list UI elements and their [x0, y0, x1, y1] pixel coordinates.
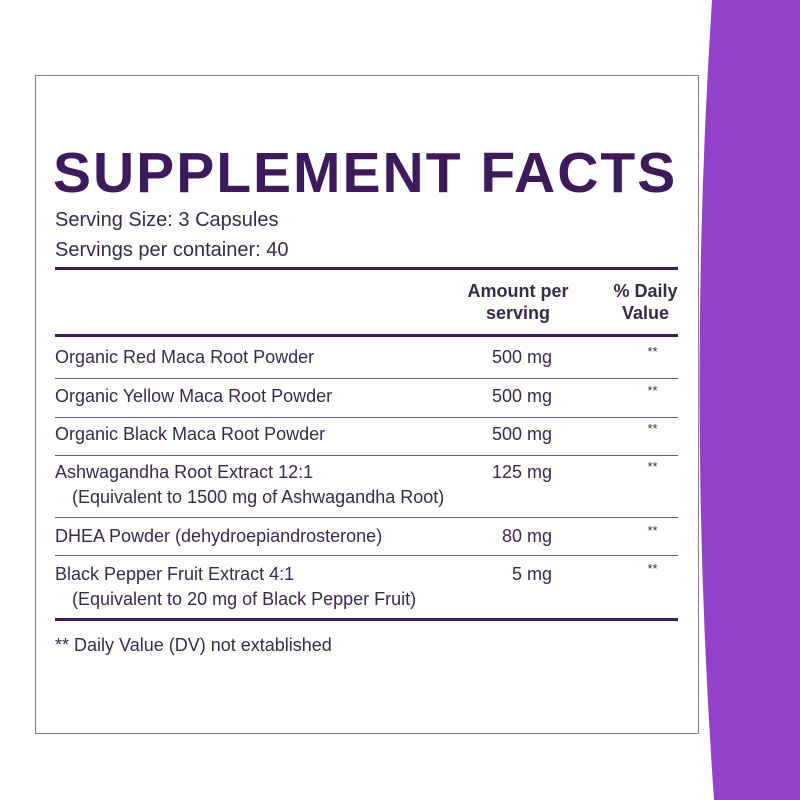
daily-value: **: [647, 344, 658, 359]
ingredient-note: (Equivalent to 20 mg of Black Pepper Fru…: [72, 589, 417, 609]
amount: 80 mg: [501, 526, 552, 546]
daily-value: **: [647, 421, 658, 436]
amount: 500 mg: [491, 347, 552, 367]
row-separator: [55, 555, 678, 556]
row-separator: [55, 378, 678, 379]
label-box: [35, 75, 699, 734]
row-separator: [55, 417, 678, 418]
ingredient-name: Organic Red Maca Root Powder: [55, 347, 315, 367]
daily-value: **: [647, 523, 658, 538]
serving-size: Serving Size: 3 Capsules: [55, 209, 279, 231]
ingredient-name: Black Pepper Fruit Extract 4:1: [55, 564, 295, 584]
column-header: % Daily Value: [613, 281, 678, 323]
ingredient-note: (Equivalent to 1500 mg of Ashwagandha Ro…: [72, 487, 445, 507]
ingredient-name: Organic Black Maca Root Powder: [55, 424, 326, 444]
rule: [55, 618, 678, 621]
rule: [55, 267, 678, 270]
column-header: Amount per serving: [467, 281, 569, 323]
title: SUPPLEMENT FACTS: [53, 141, 678, 205]
row-separator: [55, 455, 678, 456]
ingredient-name: DHEA Powder (dehydroepiandrosterone): [55, 526, 383, 546]
servings-per-container: Servings per container: 40: [55, 239, 289, 261]
ingredient-name: Organic Yellow Maca Root Powder: [55, 386, 333, 406]
purple-band: [699, 0, 800, 800]
daily-value: **: [647, 561, 658, 576]
daily-value: **: [647, 383, 658, 398]
amount: 125 mg: [491, 462, 552, 482]
footer-note: ** Daily Value (DV) not extablished: [55, 635, 332, 655]
ingredient-name: Ashwagandha Root Extract 12:1: [55, 462, 314, 482]
amount: 5 mg: [511, 564, 552, 584]
amount: 500 mg: [491, 386, 552, 406]
rule: [55, 334, 678, 337]
daily-value: **: [647, 459, 658, 474]
row-separator: [55, 517, 678, 518]
amount: 500 mg: [491, 424, 552, 444]
